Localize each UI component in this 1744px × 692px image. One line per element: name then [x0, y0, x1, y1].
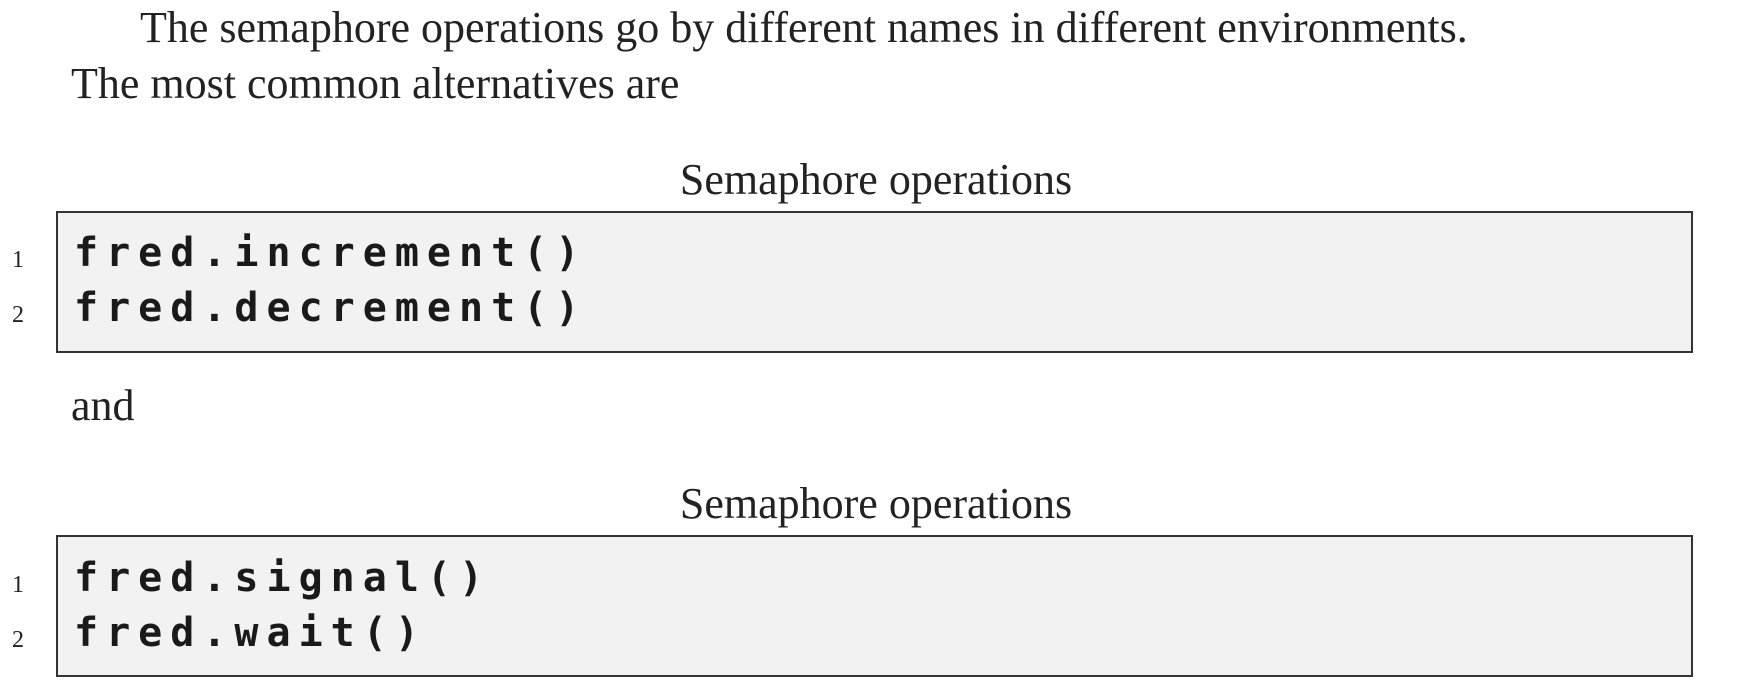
code-line: fred.wait(): [74, 610, 427, 656]
connector-text: and: [71, 381, 135, 430]
intro-line-2: The most common alternatives are: [71, 59, 680, 108]
line-number: 1: [12, 247, 24, 273]
code-line: fred.signal(): [74, 555, 492, 601]
code-line: fred.decrement(): [74, 285, 588, 331]
intro-line-1: The semaphore operations go by different…: [140, 3, 1468, 52]
listing-caption: Semaphore operations: [679, 155, 1073, 204]
line-number: 2: [12, 302, 24, 328]
code-line: fred.increment(): [74, 230, 588, 276]
line-number: 1: [12, 572, 24, 598]
code-block: fred.signal() fred.wait(): [56, 535, 1693, 677]
code-block: fred.increment() fred.decrement(): [56, 211, 1693, 353]
line-number: 2: [12, 627, 24, 653]
listing-caption: Semaphore operations: [679, 479, 1073, 528]
